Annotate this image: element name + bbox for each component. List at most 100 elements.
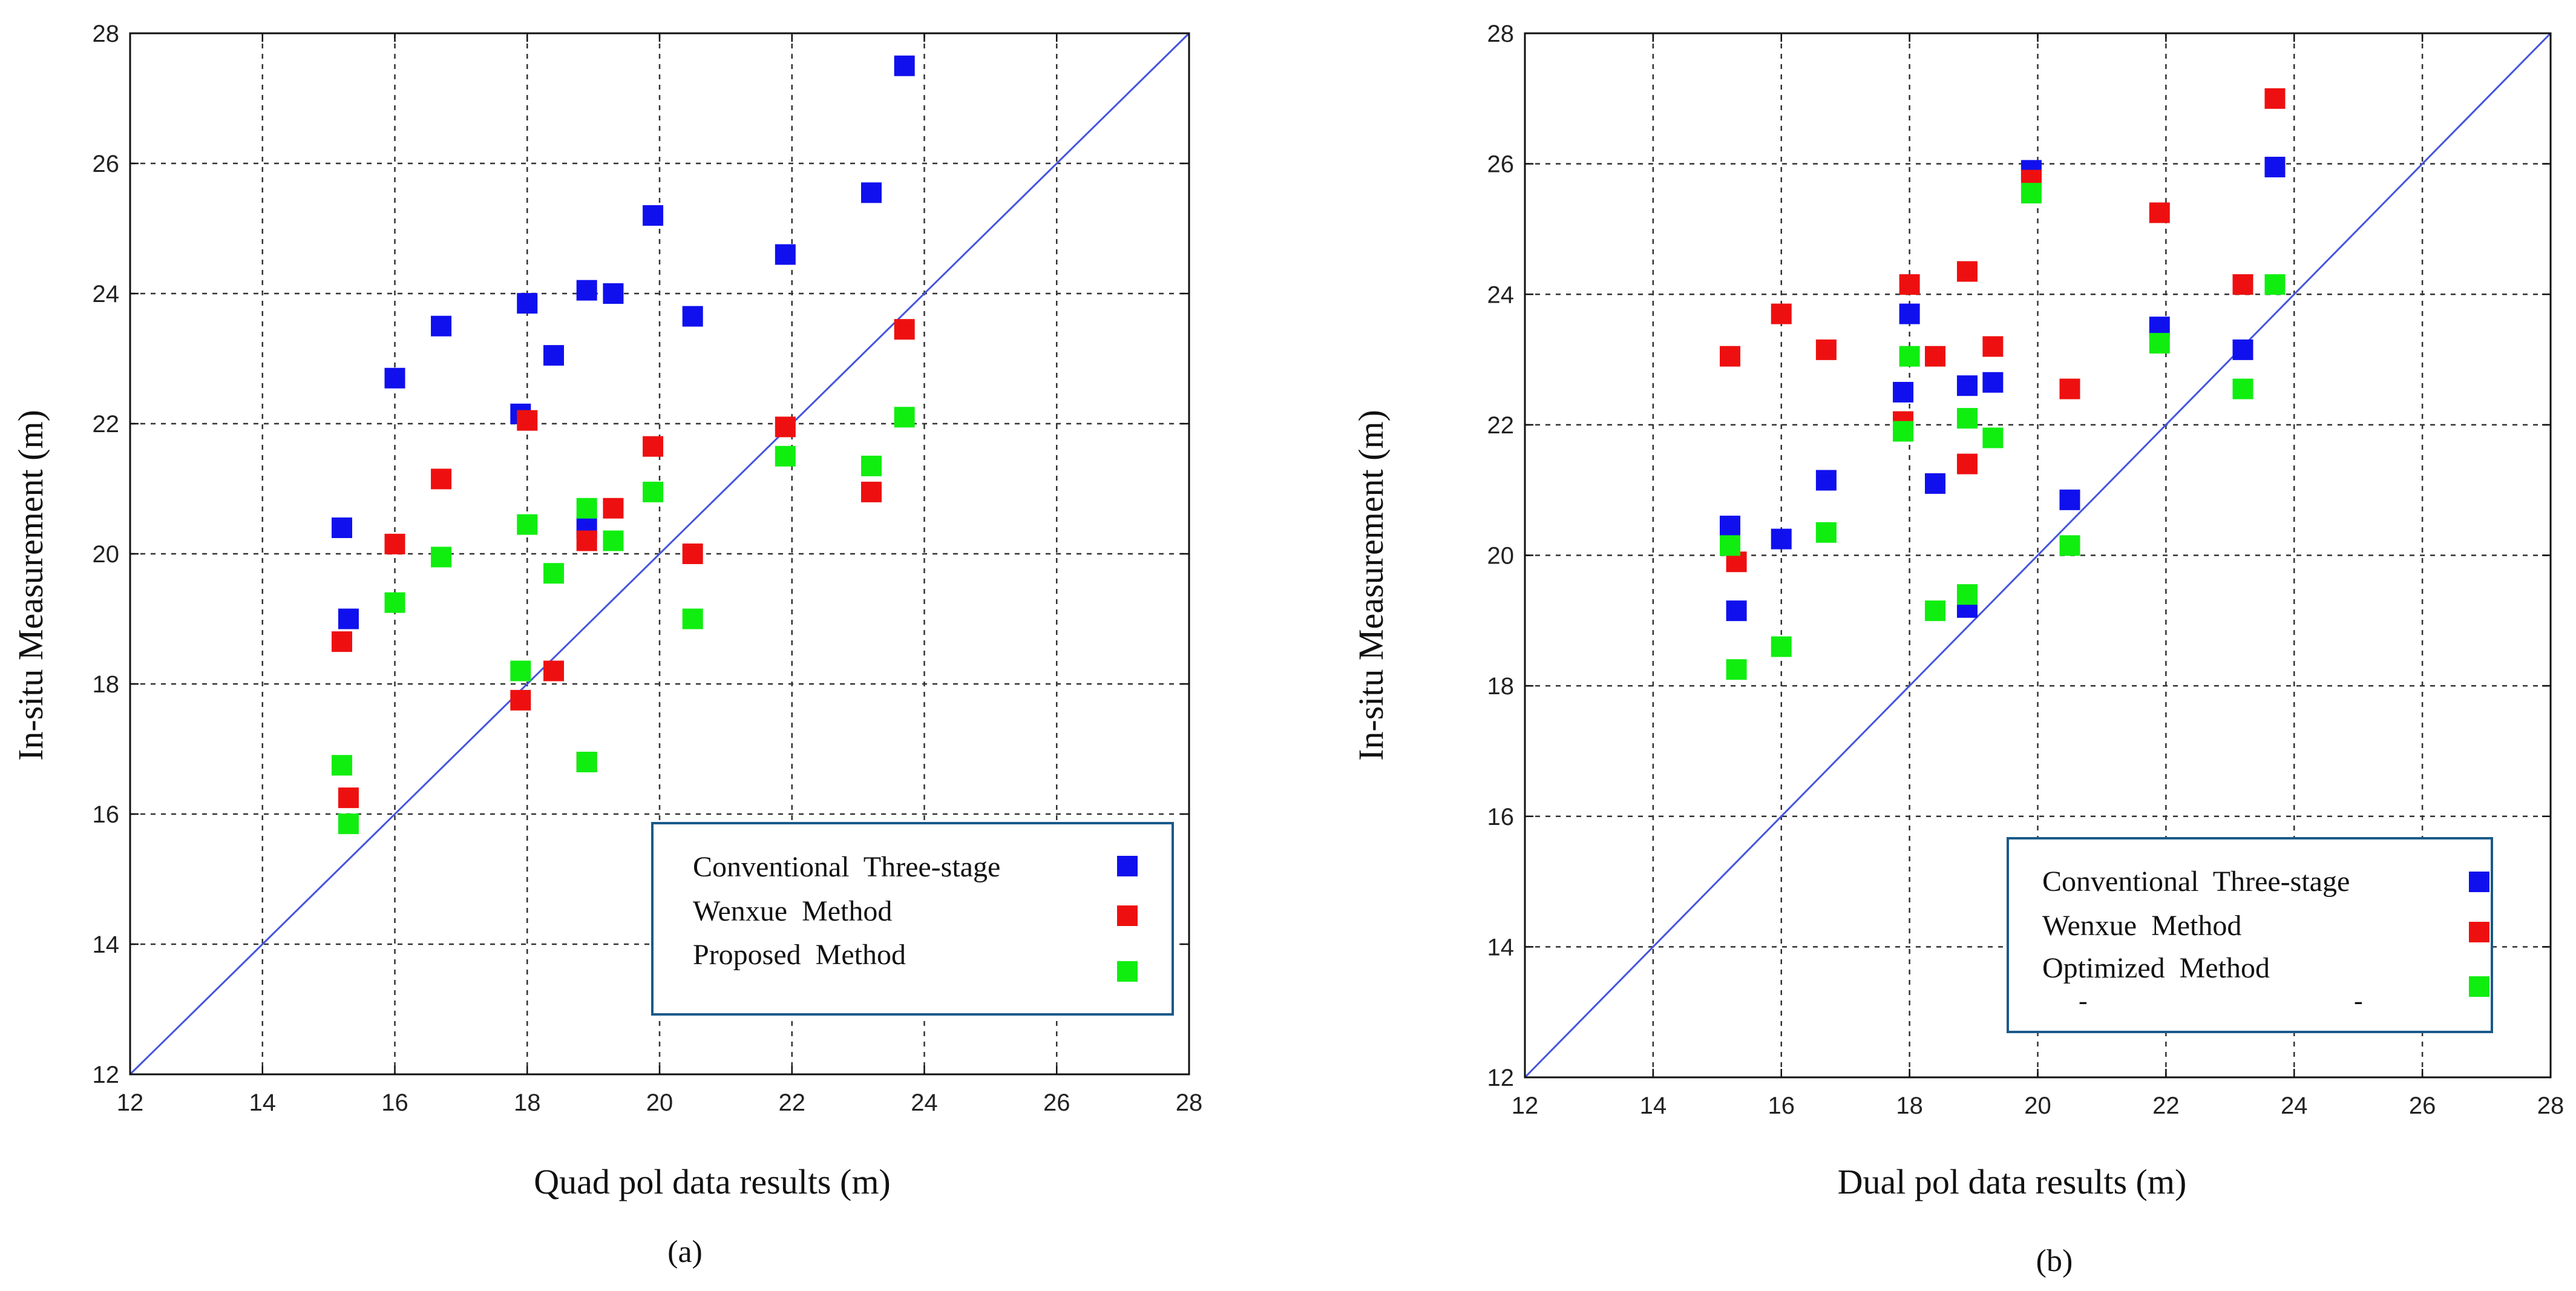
data-point-green — [2020, 183, 2042, 204]
data-point-red — [517, 410, 538, 431]
x-tick-label: 16 — [381, 1089, 408, 1116]
chart-panel-a: 12 14 16 18 20 22 24 26 28 12 14 16 18 20 22 24 26 28 Qua… — [11, 21, 1202, 1269]
data-point-green — [510, 660, 531, 682]
data-point-blue — [1893, 381, 1914, 402]
data-point-blue — [603, 283, 624, 304]
data-point-blue — [1771, 528, 1792, 550]
y-tick-label: 28 — [93, 21, 120, 47]
x-tick-label: 14 — [249, 1089, 277, 1116]
legend-marker-red — [2469, 922, 2489, 942]
data-point-green — [1925, 600, 1945, 622]
legend-label: Wenxue Method — [693, 895, 892, 927]
data-point-red — [510, 689, 531, 711]
data-point-blue — [517, 293, 538, 314]
data-point-red — [384, 533, 405, 554]
y-tick-label: 18 — [93, 671, 120, 698]
data-point-red — [1956, 453, 1978, 475]
legend-marker-green — [1117, 961, 1138, 982]
data-point-green — [603, 530, 624, 551]
data-point-green — [1899, 346, 1920, 367]
legend-label: Optimized Method — [2042, 952, 2270, 984]
data-point-blue — [775, 244, 796, 265]
y-tick-label: 16 — [1487, 804, 1515, 830]
x-tick-label: 12 — [117, 1089, 144, 1116]
data-point-red — [576, 530, 597, 551]
data-point-blue — [1815, 470, 1837, 491]
data-point-red — [894, 319, 915, 340]
y-tick-label: 12 — [93, 1062, 120, 1088]
identity-line — [129, 32, 1190, 1076]
chart-panel-b: 12 14 16 18 20 22 24 26 28 12 14 16 18 20 22 24 26 28 Dua… — [1351, 21, 2564, 1278]
panel-label: (b) — [2036, 1244, 2073, 1278]
x-tick-label: 26 — [2409, 1092, 2436, 1119]
data-point-green — [1893, 421, 1914, 442]
legend-label: Conventional Three-stage — [2042, 866, 2350, 898]
x-axis-title: Dual pol data results (m) — [1838, 1162, 2187, 1201]
data-point-red — [2149, 202, 2170, 223]
y-tick-label: 22 — [1487, 412, 1515, 439]
data-point-green — [1726, 659, 1747, 680]
data-point-red — [1720, 346, 1740, 367]
data-point-blue — [1982, 372, 2004, 393]
data-point-blue — [384, 367, 405, 389]
legend: Conventional Three-stage Wenxue Method O… — [2007, 837, 2493, 1033]
data-point-green — [1771, 636, 1792, 657]
y-tick-label: 22 — [93, 411, 120, 438]
data-point-red — [2232, 274, 2253, 295]
data-point-green — [576, 498, 597, 519]
data-point-red — [2264, 88, 2286, 109]
data-point-red — [643, 436, 664, 457]
legend-dash-mark: - — [2354, 986, 2363, 1016]
y-tick-label: 24 — [1487, 281, 1515, 308]
x-axis-title: Quad pol data results (m) — [534, 1162, 891, 1201]
data-point-green — [431, 547, 452, 568]
y-tick-label: 18 — [1487, 673, 1515, 700]
data-point-blue — [2059, 489, 2080, 510]
y-tick-label: 16 — [93, 801, 120, 828]
y-tick-label: 28 — [1487, 21, 1515, 47]
data-point-red — [338, 787, 359, 809]
data-point-green — [894, 407, 915, 428]
legend-marker-blue — [2469, 872, 2489, 892]
data-point-red — [1982, 336, 2004, 357]
legend-box — [2007, 837, 2493, 1033]
data-point-green — [1815, 522, 1837, 543]
identity-line — [1524, 32, 2552, 1079]
data-point-red — [1956, 261, 1978, 282]
x-tick-label: 18 — [1896, 1092, 1923, 1119]
x-tick-label: 12 — [1512, 1092, 1539, 1119]
x-tick-label: 20 — [2024, 1092, 2051, 1119]
data-point-blue — [1726, 600, 1747, 622]
data-point-red — [1815, 339, 1837, 360]
data-point-blue — [576, 280, 597, 301]
data-point-green — [576, 752, 597, 772]
x-tick-label: 18 — [514, 1089, 541, 1116]
data-point-blue — [1720, 515, 1740, 536]
data-point-green — [2232, 378, 2253, 399]
legend-box — [651, 822, 1174, 1016]
x-tick-label: 26 — [1043, 1089, 1070, 1116]
data-point-blue — [1925, 473, 1945, 494]
y-tick-label: 20 — [93, 541, 120, 568]
data-point-red — [603, 498, 624, 519]
data-point-green — [2264, 274, 2286, 295]
legend-label: Conventional Three-stage — [693, 851, 1000, 883]
y-tick-label: 24 — [93, 281, 120, 307]
data-point-red — [1899, 274, 1920, 295]
data-point-red — [1771, 303, 1792, 324]
panel-label: (a) — [667, 1235, 703, 1269]
data-point-green — [338, 813, 359, 835]
y-tick-label: 20 — [1487, 543, 1515, 570]
y-tick-label: 26 — [93, 151, 120, 177]
data-point-red — [332, 631, 352, 652]
y-tick-label: 26 — [1487, 151, 1515, 178]
x-tick-label: 20 — [646, 1089, 673, 1116]
data-point-green — [517, 514, 538, 535]
data-point-red — [431, 468, 452, 490]
x-tick-label: 24 — [2281, 1092, 2308, 1119]
data-point-blue — [861, 182, 882, 203]
data-point-blue — [1956, 375, 1978, 396]
x-tick-label: 16 — [1768, 1092, 1795, 1119]
y-axis-title: In-situ Measurement (m) — [11, 410, 50, 761]
x-tick-label: 14 — [1640, 1092, 1667, 1119]
